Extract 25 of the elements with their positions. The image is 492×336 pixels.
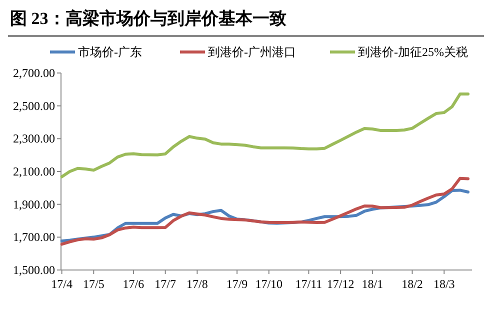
y-tick-label: 2,500.00	[13, 98, 55, 113]
legend-label: 到港价-加征25%关税	[358, 45, 468, 59]
chart-title: 图 23：高梁市场价与到岸价基本一致	[10, 9, 286, 28]
legend-label: 到港价-广州港口	[208, 45, 296, 59]
x-tick-label: 17/7	[154, 277, 176, 291]
x-tick-label: 17/5	[82, 277, 104, 291]
line-series	[60, 176, 470, 246]
x-tick-label: 17/12	[326, 277, 354, 291]
x-tick-label: 17/9	[226, 277, 248, 291]
y-tick-label: 1,900.00	[13, 197, 55, 212]
x-tick-label: 17/8	[186, 277, 208, 291]
y-tick-label: 2,700.00	[13, 66, 55, 80]
y-tick-label: 2,300.00	[13, 132, 55, 146]
x-tick-label: 17/11	[295, 277, 322, 291]
line-series	[60, 92, 470, 178]
legend-label: 市场价-广东	[78, 45, 142, 59]
x-tick-label: 18/3	[433, 277, 455, 291]
y-tick-label: 1,500.00	[13, 263, 55, 277]
x-tick-label: 17/10	[255, 277, 283, 291]
x-tick-label: 18/2	[402, 277, 423, 291]
x-tick-label: 18/1	[362, 277, 384, 291]
y-tick-label: 1,700.00	[13, 230, 55, 244]
x-tick-label: 17/6	[122, 277, 144, 291]
y-tick-label: 2,100.00	[13, 164, 55, 178]
x-tick-label: 17/4	[51, 277, 72, 291]
